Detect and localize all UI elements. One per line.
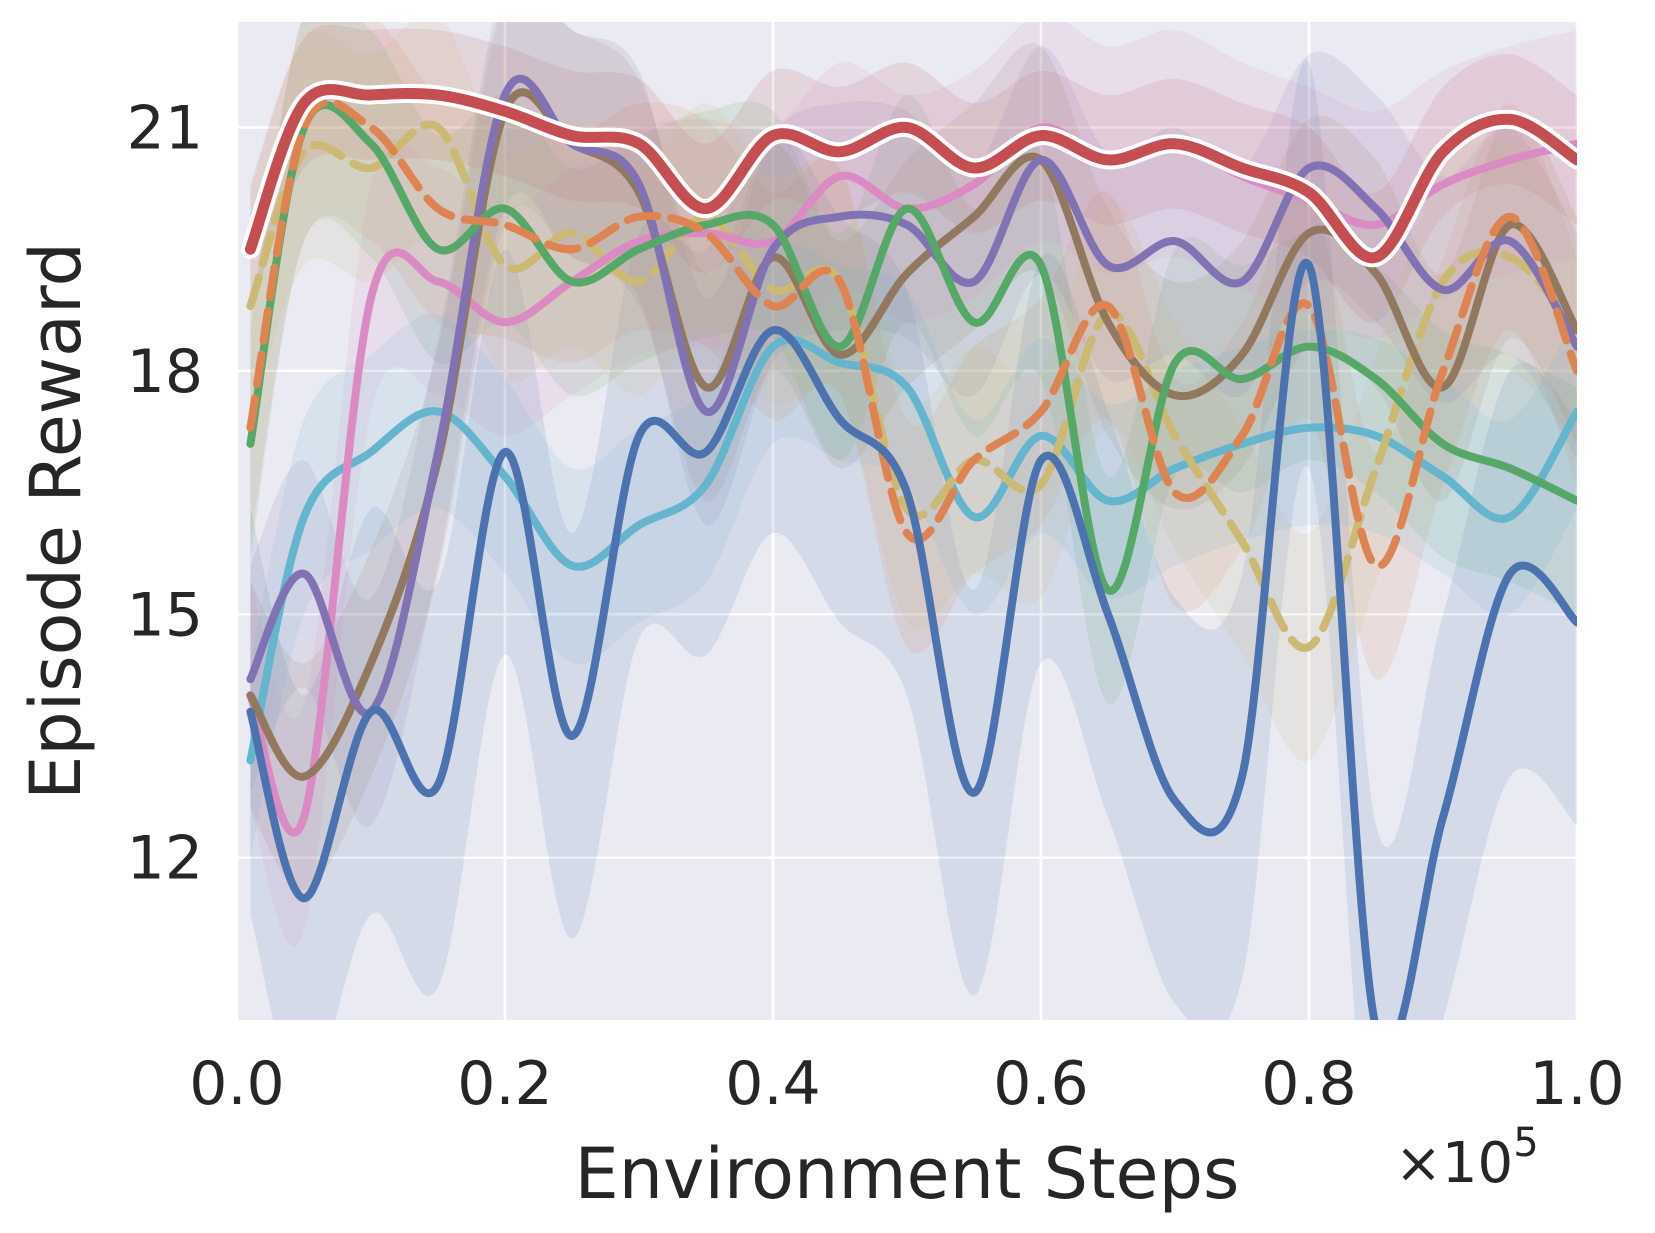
x-tick-labels: 0.0 0.2 0.4 0.6 0.8 1.0 (189, 1049, 1624, 1119)
series-8-band (250, 242, 1577, 858)
x-tick-label: 1.0 (1529, 1049, 1624, 1119)
x-axis-multiplier: ×105 (1395, 1120, 1539, 1196)
series-7-line (246, 120, 1577, 652)
series-6-band (250, 22, 1577, 947)
series-2-band (250, 22, 1577, 705)
x-tick-label: 0.2 (457, 1049, 552, 1119)
series-1-line (246, 98, 1577, 570)
series-4-line (246, 74, 1577, 718)
series-7-band (250, 22, 1577, 762)
y-tick-label: 15 (127, 580, 203, 650)
series-0-line (246, 258, 1577, 1020)
series-1-band (250, 22, 1577, 680)
series-lines (240, 74, 1577, 1020)
y-tick-labels: 12 15 18 21 (127, 93, 203, 893)
x-multiplier-exponent: 5 (1513, 1120, 1538, 1166)
x-tick-label: 0.0 (189, 1049, 284, 1119)
y-tick-label: 18 (127, 337, 203, 407)
y-axis-title: Episode Reward (15, 242, 97, 800)
x-multiplier-base: ×10 (1395, 1131, 1513, 1196)
x-tick-label: 0.8 (1261, 1049, 1356, 1119)
x-axis-title: Environment Steps (574, 1133, 1239, 1215)
series-2-line (246, 101, 1577, 595)
x-tick-label: 0.6 (993, 1049, 1088, 1119)
x-tick-label: 0.4 (725, 1049, 820, 1119)
series-4-band (250, 22, 1577, 828)
y-tick-label: 12 (127, 824, 203, 894)
series-3-line (244, 84, 1577, 264)
confidence-bands (250, 22, 1577, 1020)
y-tick-label: 21 (127, 93, 203, 163)
series-3-band (250, 24, 1577, 323)
